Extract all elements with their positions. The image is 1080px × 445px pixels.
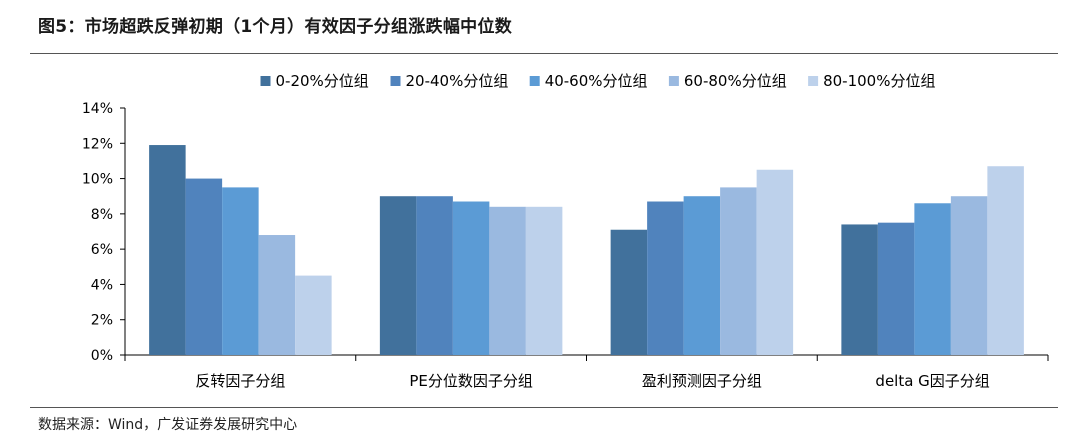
legend-swatch: [390, 76, 401, 86]
bar: [149, 145, 186, 355]
y-axis: 0% 2% 4% 6% 8% 10% 12% 14%: [82, 101, 126, 364]
legend-label: 40-60%分位组: [545, 72, 648, 90]
y-tick-label: 12%: [82, 136, 113, 152]
x-category-label: PE分位数因子分组: [409, 372, 533, 390]
legend-label: 80-100%分位组: [823, 72, 935, 90]
bar: [525, 206, 563, 355]
bar: [258, 235, 296, 355]
x-category-label: 盈利预测因子分组: [642, 372, 762, 390]
y-tick-label: 8%: [91, 207, 113, 223]
x-category-label: 反转因子分组: [195, 372, 285, 390]
legend-label: 20-40%分位组: [406, 72, 509, 90]
bar: [610, 229, 648, 355]
bar: [295, 275, 332, 355]
legend-label: 0-20%分位组: [276, 72, 369, 90]
bar: [489, 206, 526, 355]
x-axis: 反转因子分组 PE分位数因子分组 盈利预测因子分组 delta G因子分组: [124, 354, 1049, 390]
y-tick-label: 2%: [91, 313, 113, 329]
chart-title: 图5：市场超跌反弹初期（1个月）有效因子分组涨跌幅中位数: [38, 17, 513, 37]
bar: [185, 178, 223, 355]
bar: [379, 196, 417, 355]
chart-legend: 0-20%分位组 20-40%分位组 40-60%分位组 60-80%分位组 80-10…: [260, 72, 935, 90]
y-tick-label: 14%: [82, 101, 113, 117]
legend-swatch: [260, 76, 271, 86]
y-tick-label: 4%: [91, 277, 113, 293]
footer-divider: [30, 407, 1058, 408]
bar: [222, 187, 259, 355]
bar: [720, 187, 757, 355]
source-note: 数据来源：Wind，广发证券发展研究中心: [38, 417, 298, 433]
bar: [452, 201, 490, 355]
x-category-label: delta G因子分组: [875, 372, 989, 390]
bar: [756, 169, 794, 355]
bar: [987, 166, 1024, 355]
legend-label: 60-80%分位组: [684, 72, 787, 90]
y-tick-label: 10%: [82, 172, 113, 188]
title-divider: [30, 53, 1058, 54]
bar: [877, 222, 915, 355]
legend-swatch: [529, 76, 540, 86]
bar: [914, 203, 951, 355]
bar: [416, 196, 453, 355]
y-tick-label: 0%: [91, 348, 113, 364]
legend-swatch: [808, 76, 819, 86]
bar: [683, 196, 721, 355]
bar: [841, 224, 878, 355]
bar: [647, 201, 684, 355]
bar-chart: 0-20%分位组 20-40%分位组 40-60%分位组 60-80%分位组 80-10…: [82, 72, 1049, 390]
bar: [950, 196, 988, 355]
y-tick-label: 6%: [91, 242, 113, 258]
legend-swatch: [668, 76, 679, 86]
bar-series-group: [149, 145, 1024, 355]
